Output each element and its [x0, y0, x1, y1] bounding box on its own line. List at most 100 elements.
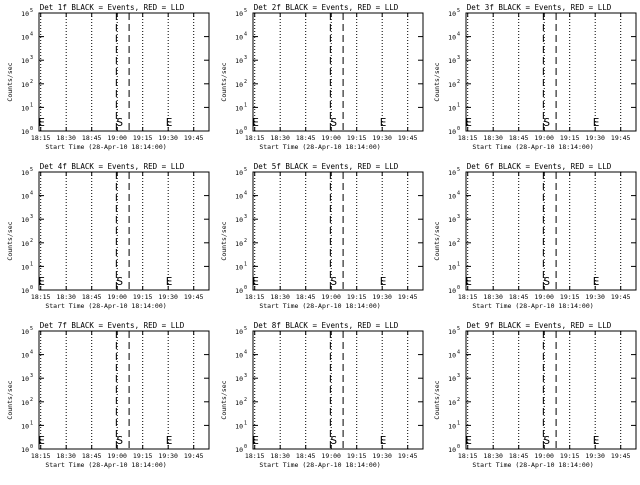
start-marker: S	[116, 275, 123, 288]
y-tick-label: 10	[235, 128, 243, 136]
y-axis-label: Counts/sec	[433, 380, 441, 419]
y-tick-label: 10	[235, 193, 243, 201]
x-tick-label: 19:30	[158, 134, 178, 142]
x-tick-label: 19:30	[158, 452, 178, 460]
y-tick-label: 10	[235, 375, 243, 383]
plot-frame	[38, 12, 210, 132]
plot-frame	[465, 330, 637, 450]
x-tick-label: 18:15	[31, 452, 51, 460]
chart-title: Det 3f BLACK = Events, RED = LLD	[467, 3, 612, 12]
chart-title: Det 8f BLACK = Events, RED = LLD	[254, 321, 399, 330]
x-axis-label: Start Time (28-Apr-10 18:14:00)	[259, 143, 380, 151]
y-tick-label: 10	[448, 216, 456, 224]
y-tick-label: 10	[235, 287, 243, 295]
y-tick-exponent: 2	[457, 238, 460, 244]
y-axis-label: Counts/sec	[6, 380, 14, 419]
y-tick-exponent: 2	[30, 79, 33, 85]
end-marker: E	[166, 434, 173, 447]
x-tick-label: 18:30	[483, 452, 503, 460]
y-tick-exponent: 1	[30, 261, 33, 267]
x-tick-label: 19:00	[321, 134, 341, 142]
y-tick-label: 10	[448, 193, 456, 201]
y-axis-label: Counts/sec	[220, 221, 228, 260]
y-tick-label: 10	[21, 57, 29, 65]
x-tick-label: 19:45	[398, 293, 418, 301]
end-marker: E	[380, 434, 387, 447]
y-tick-exponent: 3	[457, 373, 460, 379]
x-tick-label: 19:30	[372, 134, 392, 142]
chart-title: Det 5f BLACK = Events, RED = LLD	[254, 162, 399, 171]
x-tick-label: 19:00	[321, 452, 341, 460]
end-marker: E	[593, 116, 600, 129]
y-tick-label: 10	[21, 399, 29, 407]
x-axis-label: Start Time (28-Apr-10 18:14:00)	[259, 461, 380, 469]
x-tick-label: 19:30	[585, 134, 605, 142]
x-tick-label: 18:45	[509, 134, 529, 142]
x-tick-label: 19:15	[133, 293, 153, 301]
y-axis-label: Counts/sec	[433, 221, 441, 260]
y-tick-exponent: 0	[244, 285, 247, 291]
y-tick-exponent: 1	[244, 261, 247, 267]
x-tick-label: 19:15	[347, 452, 367, 460]
y-tick-label: 10	[235, 34, 243, 42]
y-tick-exponent: 3	[244, 214, 247, 220]
start-marker: S	[330, 275, 337, 288]
x-tick-label: 18:30	[483, 293, 503, 301]
y-tick-label: 10	[448, 399, 456, 407]
y-tick-exponent: 2	[244, 397, 247, 403]
plot-frame	[252, 330, 424, 450]
x-tick-label: 18:30	[56, 452, 76, 460]
x-tick-label: 18:15	[458, 452, 478, 460]
x-tick-label: 19:00	[534, 134, 554, 142]
y-tick-label: 10	[21, 34, 29, 42]
x-axis-label: Start Time (28-Apr-10 18:14:00)	[45, 302, 166, 310]
end-marker: E	[465, 434, 472, 447]
y-tick-label: 10	[235, 216, 243, 224]
x-tick-label: 19:15	[347, 293, 367, 301]
x-tick-label: 19:30	[372, 293, 392, 301]
y-tick-label: 10	[235, 263, 243, 271]
x-tick-label: 18:30	[56, 134, 76, 142]
y-tick-label: 10	[448, 10, 456, 18]
y-tick-label: 10	[448, 169, 456, 177]
y-tick-exponent: 5	[30, 8, 33, 14]
y-tick-label: 10	[21, 10, 29, 18]
x-tick-label: 18:45	[296, 293, 316, 301]
x-tick-label: 19:45	[611, 452, 631, 460]
detector-chart-6: Det 6f BLACK = Events, RED = LLD 18:15 18:…	[433, 162, 637, 310]
y-tick-exponent: 0	[457, 285, 460, 291]
x-tick-label: 19:45	[611, 293, 631, 301]
y-tick-exponent: 4	[30, 191, 33, 197]
y-tick-exponent: 1	[244, 420, 247, 426]
y-tick-label: 10	[448, 422, 456, 430]
chart-title: Det 6f BLACK = Events, RED = LLD	[467, 162, 612, 171]
y-tick-label: 10	[235, 422, 243, 430]
x-tick-label: 19:30	[585, 452, 605, 460]
end-marker: E	[593, 275, 600, 288]
start-marker: S	[543, 116, 550, 129]
y-tick-exponent: 4	[244, 32, 247, 38]
x-tick-label: 18:45	[509, 452, 529, 460]
end-marker: E	[166, 275, 173, 288]
y-tick-exponent: 0	[457, 126, 460, 132]
y-tick-label: 10	[21, 104, 29, 112]
x-axis-label: Start Time (28-Apr-10 18:14:00)	[259, 302, 380, 310]
y-tick-exponent: 4	[244, 350, 247, 356]
y-tick-exponent: 4	[457, 350, 460, 356]
y-tick-exponent: 3	[30, 214, 33, 220]
detector-chart-7: Det 7f BLACK = Events, RED = LLD 18:15 18:…	[6, 321, 210, 469]
y-tick-label: 10	[448, 81, 456, 89]
x-tick-label: 19:15	[133, 134, 153, 142]
end-marker: E	[38, 275, 45, 288]
x-tick-label: 18:15	[245, 293, 265, 301]
y-tick-label: 10	[235, 240, 243, 248]
y-tick-label: 10	[448, 128, 456, 136]
x-tick-label: 18:30	[483, 134, 503, 142]
x-tick-label: 19:30	[585, 293, 605, 301]
y-tick-label: 10	[235, 399, 243, 407]
detector-chart-1: Det 1f BLACK = Events, RED = LLD 18:15 18:…	[6, 3, 210, 151]
y-tick-exponent: 3	[457, 55, 460, 61]
plot-frame	[38, 171, 210, 291]
y-tick-exponent: 3	[457, 214, 460, 220]
x-tick-label: 19:30	[372, 452, 392, 460]
